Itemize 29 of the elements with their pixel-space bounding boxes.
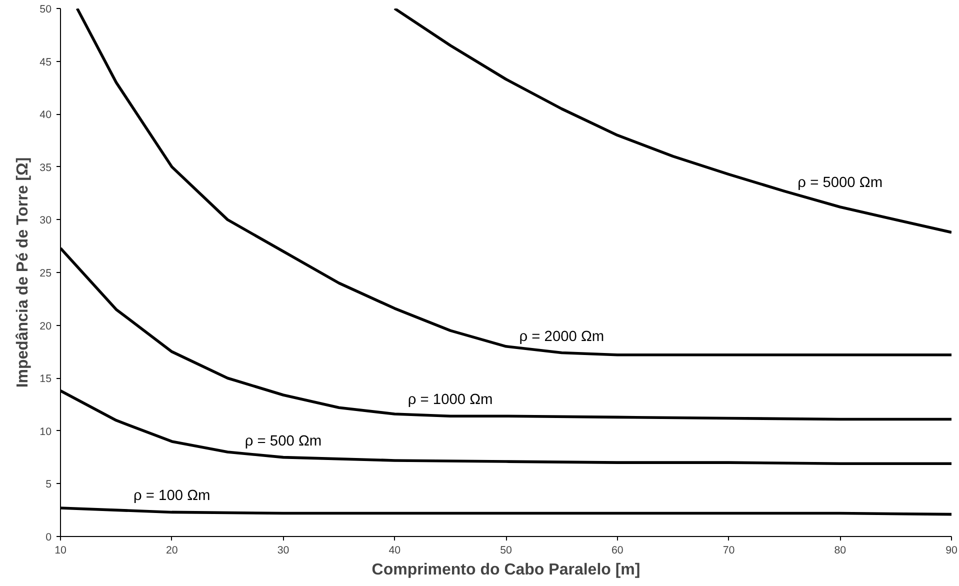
y-tick-label: 30 — [40, 214, 52, 227]
line-series — [393, 8, 952, 234]
y-axis-title: Impedância de Pé de Torre [Ω] — [14, 157, 32, 388]
y-tick-label: 15 — [40, 373, 52, 386]
x-tick-label: 90 — [946, 544, 958, 556]
y-tick-label: 0 — [46, 532, 52, 544]
x-axis-title: Comprimento do Cabo Paralelo [m] — [372, 562, 640, 578]
series-label: ρ = 100 Ωm — [134, 488, 210, 504]
series-label: ρ = 2000 Ωm — [519, 328, 604, 345]
y-tick-label: 35 — [40, 162, 52, 174]
y-tick-label: 25 — [40, 268, 52, 280]
x-tick-label: 70 — [722, 544, 735, 556]
x-tick-label: 40 — [388, 544, 401, 556]
x-tick-label: 60 — [611, 544, 624, 556]
x-tick-label: 50 — [500, 544, 512, 556]
y-tick-label: 5 — [46, 478, 52, 491]
x-tick-label: 80 — [834, 544, 846, 556]
y-tick-label: 20 — [40, 320, 52, 332]
y-tick-label: 10 — [40, 426, 52, 438]
series-label: ρ = 5000 Ωm — [798, 175, 883, 192]
x-tick-label: 10 — [54, 544, 66, 556]
y-tick-label: 50 — [40, 4, 52, 16]
y-tick-label: 40 — [40, 109, 52, 122]
series-label: ρ = 500 Ωm — [244, 433, 322, 450]
line-series — [76, 8, 952, 356]
x-tick-label: 30 — [277, 544, 290, 556]
series-label: ρ = 1000 Ωm — [408, 392, 493, 408]
x-tick-label: 20 — [166, 544, 178, 556]
y-tick-label: 45 — [40, 56, 52, 68]
